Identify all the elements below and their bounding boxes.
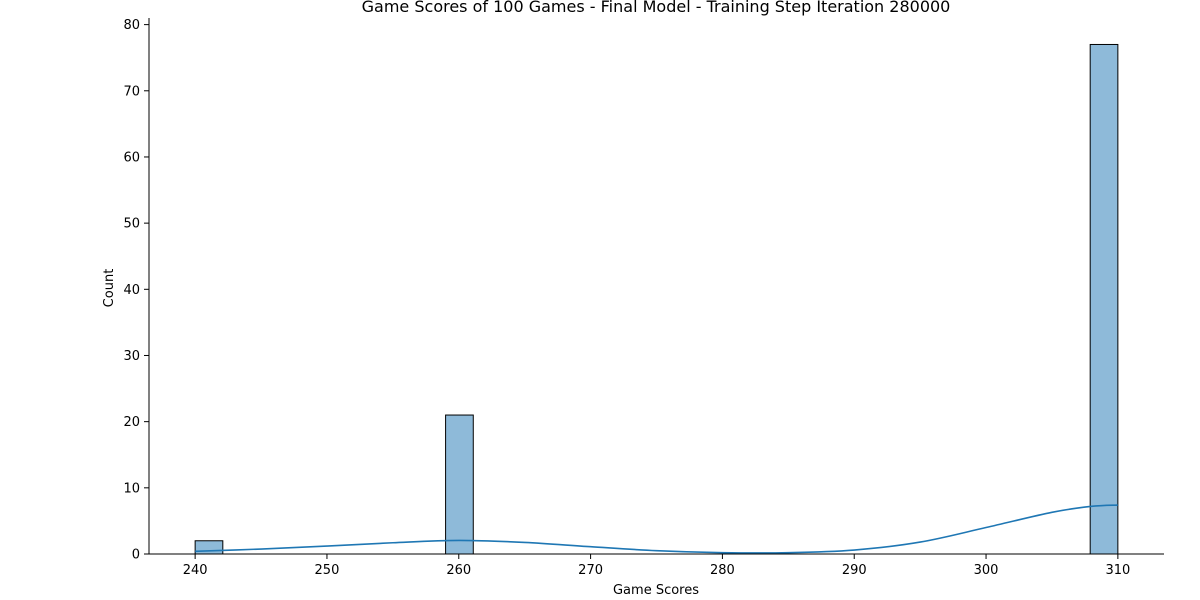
y-tick-label-60: 60	[123, 150, 140, 165]
x-tick-label-310: 310	[1105, 563, 1130, 578]
y-tick-label-30: 30	[123, 349, 140, 364]
bars-layer	[194, 43, 1119, 555]
x-axis-label: Game Scores	[613, 583, 699, 598]
y-axis-label: Count	[102, 269, 117, 308]
y-tick-label-10: 10	[123, 481, 140, 496]
x-tick-label-300: 300	[974, 563, 999, 578]
x-tick-label-260: 260	[446, 563, 471, 578]
y-tick-label-20: 20	[123, 415, 140, 430]
y-tick-label-70: 70	[123, 84, 140, 99]
histogram-bar-0	[194, 540, 224, 555]
y-tick-label-40: 40	[123, 283, 140, 298]
chart-title: Game Scores of 100 Games - Final Model -…	[362, 0, 951, 16]
x-tick-label-240: 240	[183, 563, 208, 578]
y-tick-label-80: 80	[123, 18, 140, 33]
kde-curve	[195, 504, 1118, 554]
axes-layer: 240 250 260 270 280 290 300 310 0 10 20 30 40 50 60 70 8…	[123, 18, 1164, 578]
kde-layer	[195, 504, 1118, 554]
y-tick-label-50: 50	[123, 217, 140, 232]
x-tick-label-290: 290	[842, 563, 867, 578]
histogram-bar-1	[445, 414, 474, 555]
x-tick-label-270: 270	[578, 563, 603, 578]
x-tick-label-250: 250	[315, 563, 340, 578]
x-tick-label-280: 280	[710, 563, 735, 578]
y-tick-label-0: 0	[132, 548, 140, 563]
histogram-bar-2	[1089, 43, 1119, 555]
